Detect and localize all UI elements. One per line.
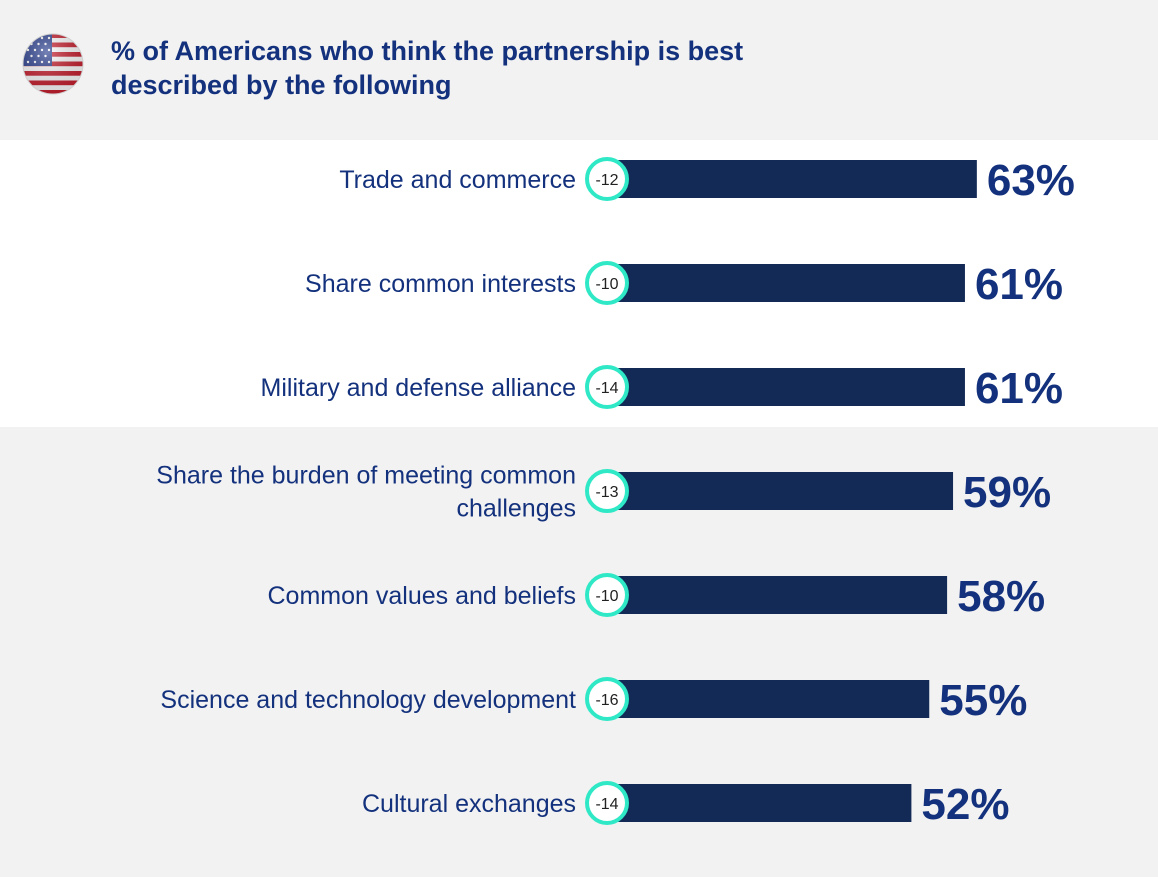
value-label: 61% [975, 260, 1063, 309]
change-badge [585, 677, 629, 721]
bar-row: Military and defense alliance -14 61% [261, 364, 1063, 413]
category-label-line: Trade and commerce [339, 166, 576, 194]
bar-row: Common values and beliefs -10 58% [268, 572, 1046, 621]
value-label: 58% [957, 572, 1045, 621]
category-label: Share the burden of meeting common challe… [156, 462, 576, 523]
bar-row: Cultural exchanges -14 52% [362, 780, 1009, 829]
bar [612, 784, 912, 822]
value-label: 59% [963, 468, 1051, 517]
chart-title-line-1: % of Americans who think the partnership… [111, 36, 744, 66]
category-label: Science and technology development [160, 686, 576, 714]
category-label: Cultural exchanges [362, 790, 576, 818]
category-label-line: Military and defense alliance [261, 374, 576, 402]
category-label-line: Share the burden of meeting common [156, 462, 576, 490]
change-badge [585, 469, 629, 513]
change-badge [585, 573, 629, 617]
bar [612, 368, 965, 406]
category-label-line: Common values and beliefs [268, 582, 577, 610]
category-label-line: Cultural exchanges [362, 790, 576, 818]
value-label: 61% [975, 364, 1063, 413]
change-label: -12 [595, 172, 618, 189]
chart-title: % of Americans who think the partnership… [111, 34, 1011, 102]
category-label-line: challenges [456, 495, 576, 523]
us-flag-icon [22, 33, 84, 95]
category-label: Share common interests [305, 270, 576, 298]
bar [612, 576, 948, 614]
chart-title-line-2: described by the following [111, 70, 452, 100]
change-badge [585, 781, 629, 825]
change-label: -16 [595, 692, 618, 709]
bar [612, 160, 977, 198]
category-label: Trade and commerce [339, 166, 576, 194]
category-label: Common values and beliefs [268, 582, 577, 610]
category-label: Military and defense alliance [261, 374, 576, 402]
change-badge [585, 261, 629, 305]
change-label: -10 [595, 276, 618, 293]
change-label: -10 [595, 588, 618, 605]
change-badge [585, 365, 629, 409]
bar-row: Science and technology development -16 55% [160, 676, 1027, 725]
bar [612, 680, 930, 718]
change-label: -13 [595, 484, 618, 501]
bar-row: Trade and commerce -12 63% [339, 156, 1075, 205]
chart-header: % of Americans who think the partnership… [0, 0, 1158, 140]
change-label: -14 [595, 796, 618, 813]
value-label: 63% [987, 156, 1075, 205]
value-label: 55% [939, 676, 1027, 725]
category-label-line: Science and technology development [160, 686, 576, 714]
value-label: 52% [921, 780, 1009, 829]
bar [612, 264, 965, 302]
bar [612, 472, 954, 510]
bar-row: Share the burden of meeting common challe… [156, 462, 1051, 523]
change-badge [585, 157, 629, 201]
change-label: -14 [595, 380, 618, 397]
category-label-line: Share common interests [305, 270, 576, 298]
bar-row: Share common interests -10 61% [305, 260, 1063, 309]
